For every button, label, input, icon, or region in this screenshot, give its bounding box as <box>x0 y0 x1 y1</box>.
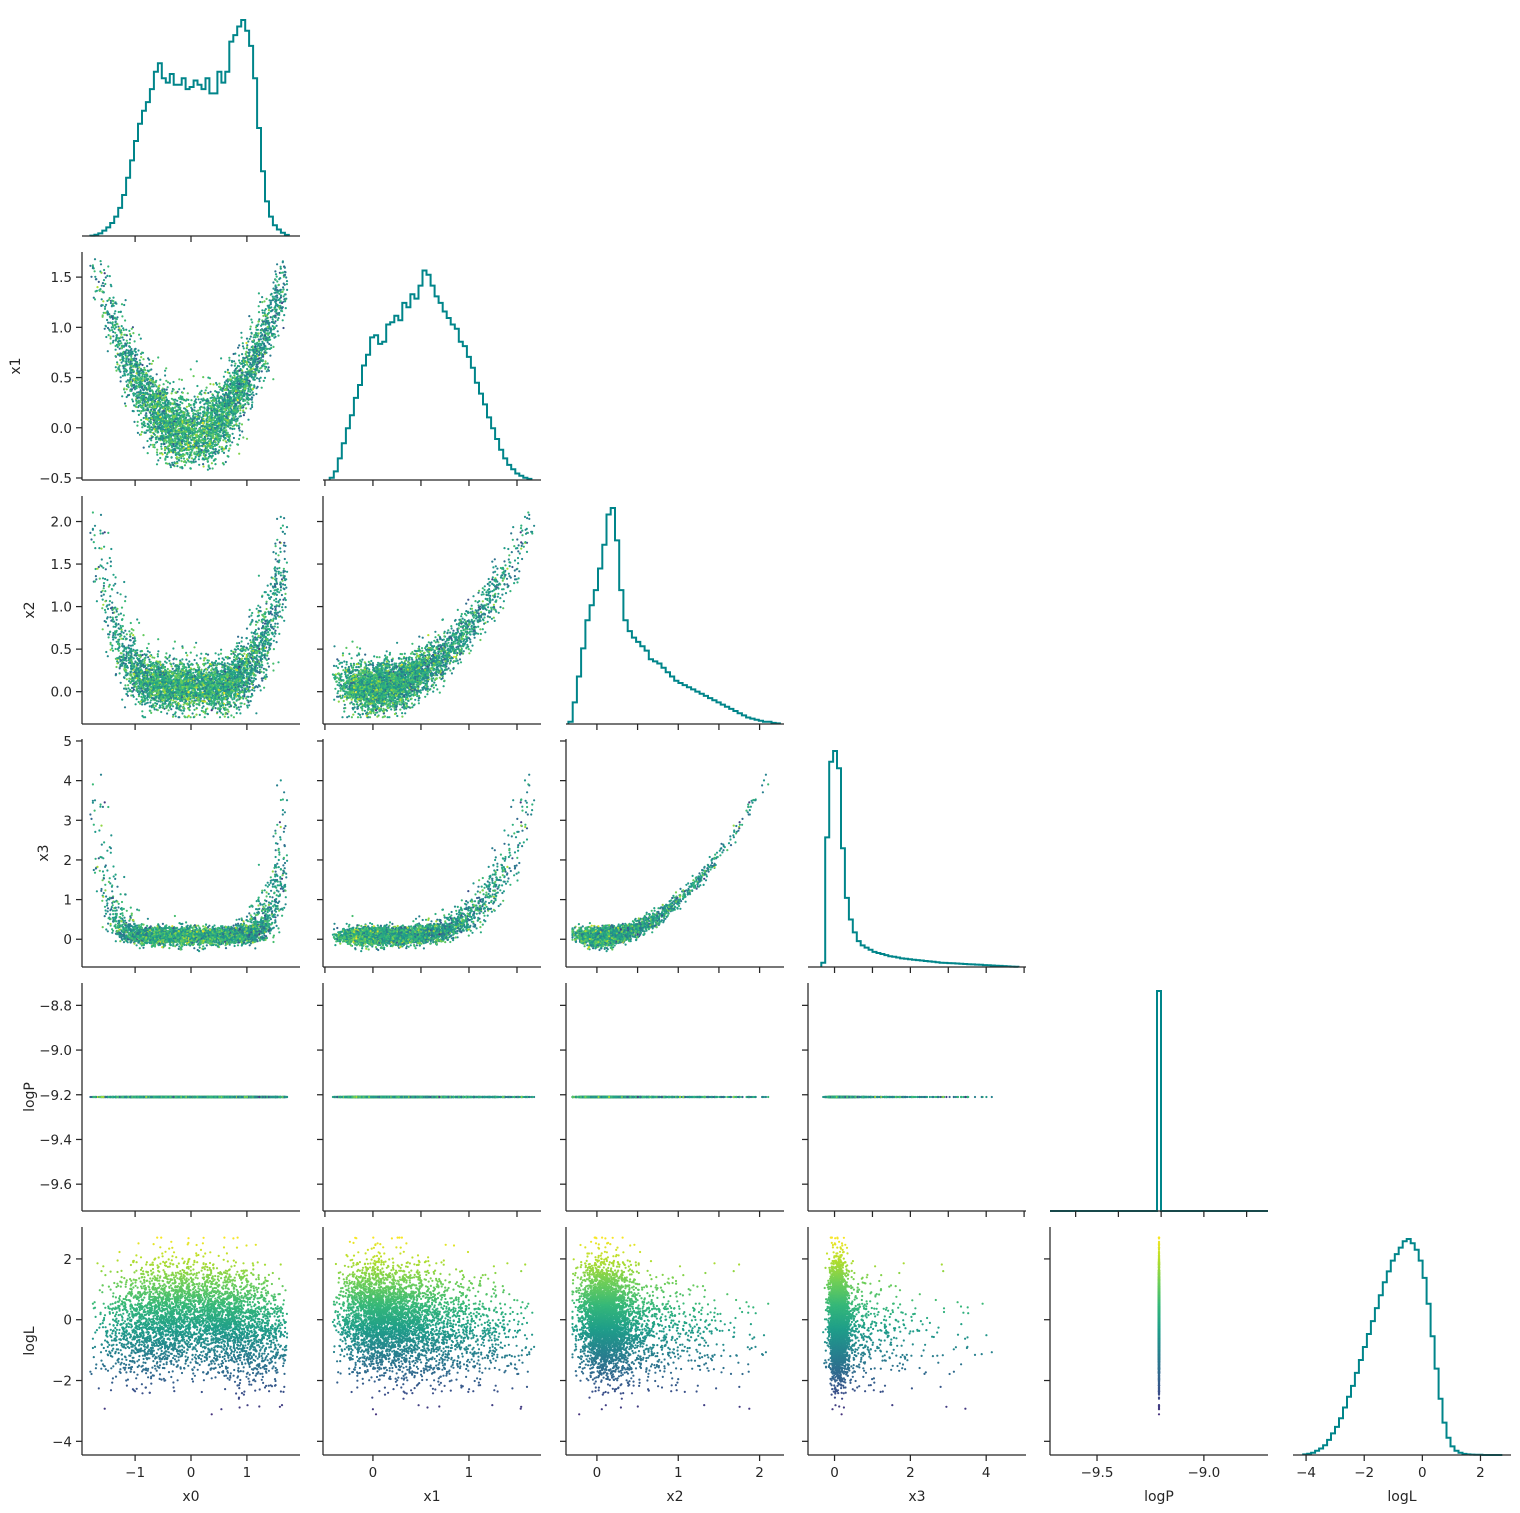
data-point <box>277 330 279 332</box>
data-point <box>156 449 158 451</box>
data-point <box>258 378 260 380</box>
data-point <box>98 281 100 283</box>
data-point <box>191 457 193 459</box>
data-point <box>282 319 284 321</box>
data-point <box>107 322 109 324</box>
data-point <box>196 360 198 362</box>
data-point <box>104 308 106 310</box>
corner-plot: −0.50.00.51.01.5x10.00.51.01.52.0x201234… <box>0 0 1520 1513</box>
data-point <box>133 421 135 423</box>
data-point <box>250 408 252 410</box>
data-point <box>103 269 105 271</box>
data-point <box>115 326 117 328</box>
data-point <box>241 430 243 432</box>
hist-panel-x0 <box>82 20 300 242</box>
data-point <box>276 276 278 278</box>
data-point <box>251 404 253 406</box>
data-point <box>261 387 263 389</box>
points-x0-x1 <box>89 258 288 471</box>
data-point <box>110 337 112 339</box>
histogram-x0 <box>90 20 288 236</box>
scatter-panel-x0-x1: −0.50.00.51.01.5x1 <box>8 252 300 487</box>
data-point <box>145 412 147 414</box>
data-point <box>233 437 235 439</box>
data-point <box>151 363 153 365</box>
data-point <box>125 405 127 407</box>
data-point <box>268 343 270 345</box>
data-point <box>219 446 221 448</box>
data-point <box>151 429 153 431</box>
data-point <box>282 261 284 263</box>
data-point <box>282 272 284 274</box>
data-point <box>169 382 171 384</box>
data-point <box>124 319 126 321</box>
data-point <box>209 383 211 385</box>
data-point <box>267 362 269 364</box>
data-point <box>196 385 198 387</box>
data-point <box>258 311 260 313</box>
data-point <box>257 386 259 388</box>
data-point <box>286 289 288 291</box>
data-point <box>246 344 248 346</box>
data-point <box>211 462 213 464</box>
data-point <box>239 429 241 431</box>
data-point <box>258 292 260 294</box>
data-point <box>268 309 270 311</box>
data-point <box>157 356 159 358</box>
